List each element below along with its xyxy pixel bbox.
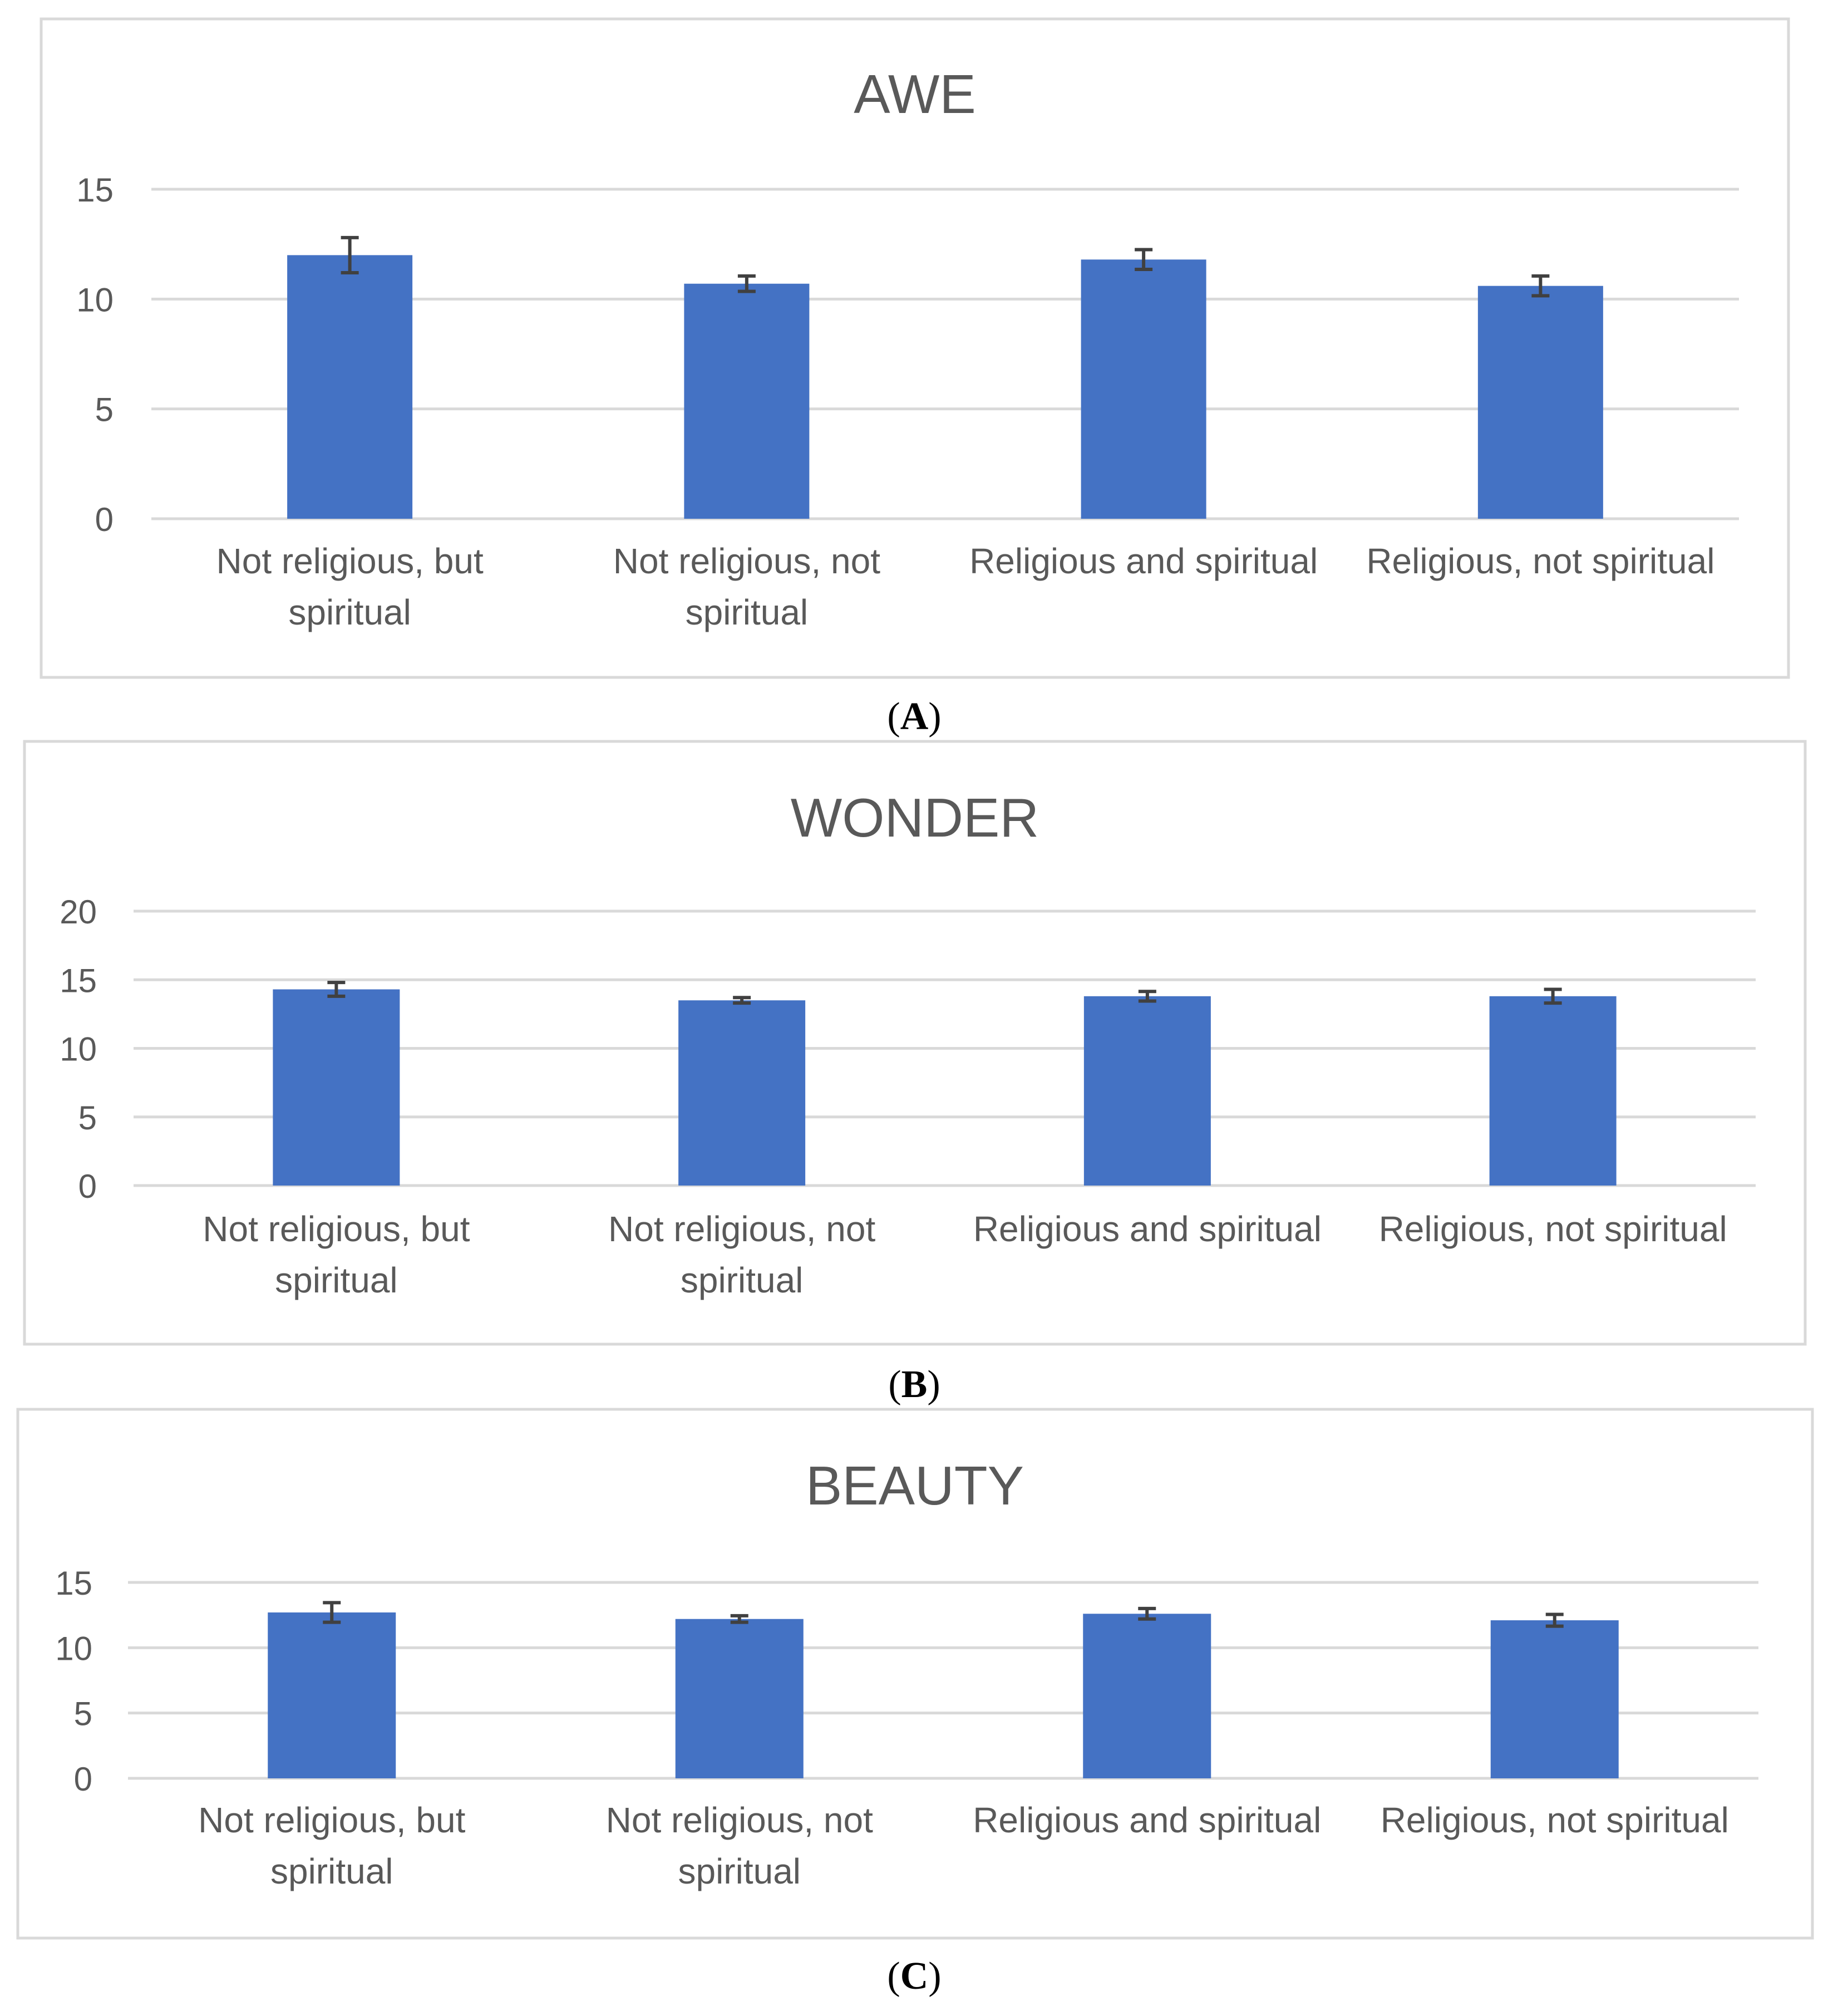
error-bar-a-2 [1135, 248, 1153, 272]
x-tick-label-b-1-1: spiritual [681, 1260, 804, 1300]
error-bar-b-2 [1138, 990, 1156, 1003]
y-tick-label-b-2: 10 [60, 1031, 97, 1068]
y-tick-label-a-2: 10 [76, 281, 114, 318]
y-tick-label-c-0: 0 [74, 1761, 92, 1798]
x-tick-label-a-2-0: Religious and spiritual [969, 541, 1318, 581]
chart-title-a: AWE [854, 63, 976, 125]
y-tick-label-c-1: 5 [74, 1695, 92, 1733]
bar-a-0 [287, 255, 413, 519]
x-tick-label-b-3-0: Religious, not spiritual [1379, 1209, 1727, 1249]
bar-b-2 [1083, 996, 1211, 1186]
x-tick-label-c-0-0: Not religious, but [198, 1800, 465, 1840]
error-bar-c-1 [730, 1614, 748, 1624]
x-tick-label-b-2-0: Religious and spiritual [973, 1209, 1322, 1249]
error-bar-b-1 [733, 996, 751, 1005]
error-bar-c-0 [323, 1601, 341, 1624]
chart-title-c: BEAUTY [806, 1455, 1024, 1516]
bar-a-1 [684, 283, 810, 519]
y-tick-label-c-3: 15 [55, 1565, 92, 1602]
x-tick-label-b-0-1: spiritual [275, 1260, 398, 1300]
panel-label-c: (C) [887, 1955, 941, 1998]
x-tick-label-c-3-0: Religious, not spiritual [1381, 1800, 1729, 1840]
chart-title-b: WONDER [791, 787, 1039, 848]
x-tick-label-a-1-0: Not religious, not [613, 541, 880, 581]
x-tick-label-b-0-0: Not religious, but [203, 1209, 470, 1249]
plot-area-a: 0 5 10 15 Not religious, but spiritual Not rel… [76, 171, 1739, 632]
plot-area-b: 0 5 10 15 20 Not religious, but spiritual Not r… [60, 893, 1756, 1300]
x-tick-label-b-1-0: Not religious, not [608, 1209, 875, 1249]
x-tick-label-a-0-0: Not religious, but [216, 541, 484, 581]
y-tick-label-a-3: 15 [76, 171, 114, 209]
x-tick-label-c-0-1: spiritual [270, 1851, 393, 1891]
x-tick-label-c-1-0: Not religious, not [606, 1800, 873, 1840]
x-tick-label-a-3-0: Religious, not spiritual [1366, 541, 1714, 581]
panel-letter-b: B [901, 1363, 928, 1406]
y-tick-label-a-1: 5 [95, 391, 114, 429]
y-tick-label-b-0: 0 [78, 1168, 97, 1205]
x-tick-label-c-2-0: Religious and spiritual [973, 1800, 1321, 1840]
panel-label-a: (A) [887, 695, 941, 738]
plot-area-c: 0 5 10 15 Not religious, but spiritual Not rel… [55, 1565, 1758, 1891]
y-tick-label-b-1: 5 [78, 1099, 97, 1137]
error-bar-a-3 [1531, 274, 1550, 298]
error-bar-c-3 [1545, 1612, 1564, 1628]
bar-c-1 [675, 1619, 804, 1778]
x-tick-label-c-1-1: spiritual [678, 1851, 801, 1891]
bar-b-0 [273, 989, 400, 1186]
panel-letter-a: A [900, 695, 929, 738]
error-bar-b-0 [327, 981, 346, 998]
bar-b-3 [1489, 996, 1617, 1186]
chart-panel-c: BEAUTY 0 5 10 15 Not religious, but spiritual… [16, 1408, 1814, 1940]
y-tick-label-b-4: 20 [60, 893, 97, 931]
bar-a-3 [1477, 286, 1603, 519]
panel-letter-c: C [900, 1955, 929, 1998]
bar-a-2 [1081, 259, 1206, 519]
y-tick-label-c-2: 10 [55, 1630, 92, 1667]
error-bar-a-0 [341, 235, 359, 274]
x-tick-label-a-1-1: spiritual [686, 592, 809, 632]
bar-c-0 [268, 1612, 396, 1778]
error-bar-b-3 [1544, 987, 1562, 1005]
bar-c-2 [1083, 1614, 1211, 1778]
bar-b-1 [678, 1000, 806, 1186]
chart-panel-b: WONDER 0 5 10 15 20 Not religious, but spiritu… [23, 740, 1807, 1346]
y-tick-label-b-3: 15 [60, 962, 97, 999]
x-tick-label-a-0-1: spiritual [288, 592, 411, 632]
panel-label-b: (B) [888, 1363, 940, 1406]
error-bar-c-2 [1138, 1606, 1156, 1621]
bar-c-3 [1490, 1620, 1619, 1778]
y-tick-label-a-0: 0 [95, 501, 114, 538]
chart-panel-a: AWE 0 5 10 15 Not religious, but spiritual Not… [40, 17, 1790, 679]
error-bar-a-1 [737, 274, 756, 293]
